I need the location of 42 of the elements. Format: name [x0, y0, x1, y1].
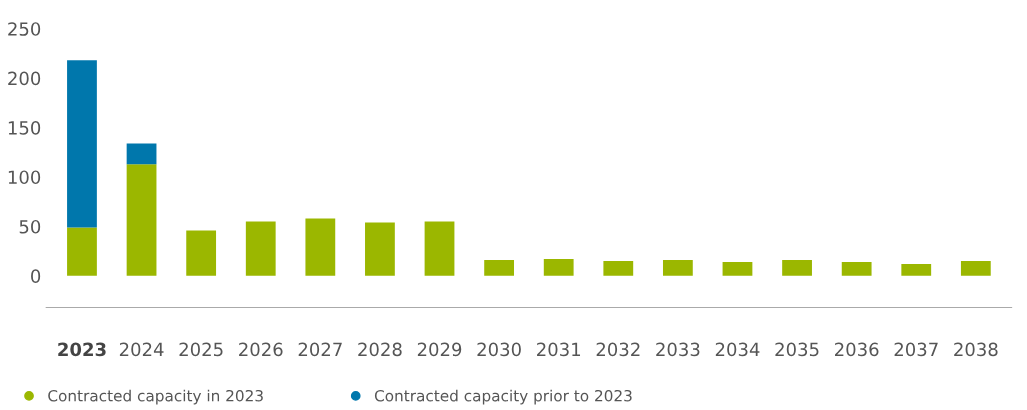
bar: [841, 262, 872, 276]
bar: [67, 227, 97, 276]
y-tick-label: 250: [8, 22, 41, 36]
x-tick-label: 2033: [656, 342, 700, 357]
y-tick-label: 150: [8, 121, 41, 135]
bar: [424, 221, 455, 276]
x-tick-label: 2036: [835, 342, 879, 357]
x-tick-label: 2029: [417, 342, 462, 357]
x-tick-label: 2027: [298, 342, 342, 357]
x-tick-label: 2037: [894, 342, 938, 357]
x-tick-label: 2028: [358, 342, 402, 357]
bar: [960, 261, 991, 276]
bar: [782, 260, 812, 276]
bar: [126, 164, 157, 276]
y-tick-label: 0: [31, 269, 41, 283]
x-tick-label: 2035: [775, 342, 819, 357]
bar: [484, 260, 515, 276]
y-tick-label: 50: [19, 219, 41, 234]
x-tick-label: 2024: [119, 342, 164, 357]
bar: [722, 262, 753, 276]
legend-label: Contracted capacity in 2023: [48, 389, 263, 405]
x-tick-label: 2026: [239, 342, 283, 357]
bar: [245, 221, 276, 276]
x-tick-label: 2030: [477, 342, 521, 357]
y-tick-label: 200: [8, 71, 41, 86]
bar: [543, 259, 574, 276]
bar: [603, 261, 634, 276]
bar: [186, 230, 217, 276]
bar: [126, 143, 157, 165]
bar: [662, 260, 693, 276]
bar: [901, 264, 932, 276]
legend-label: Contracted capacity prior to 2023: [374, 389, 632, 405]
bar: [365, 222, 395, 276]
bar: [67, 60, 97, 228]
bar: [305, 218, 336, 276]
x-tick-label: 2023: [58, 342, 106, 357]
x-tick-label: 2025: [179, 342, 223, 357]
x-tick-label: 2034: [715, 342, 760, 357]
y-tick-label: 100: [8, 170, 41, 185]
x-tick-label: 2031: [537, 342, 581, 357]
x-tick-label: 2038: [954, 342, 998, 357]
x-tick-label: 2032: [596, 342, 640, 357]
